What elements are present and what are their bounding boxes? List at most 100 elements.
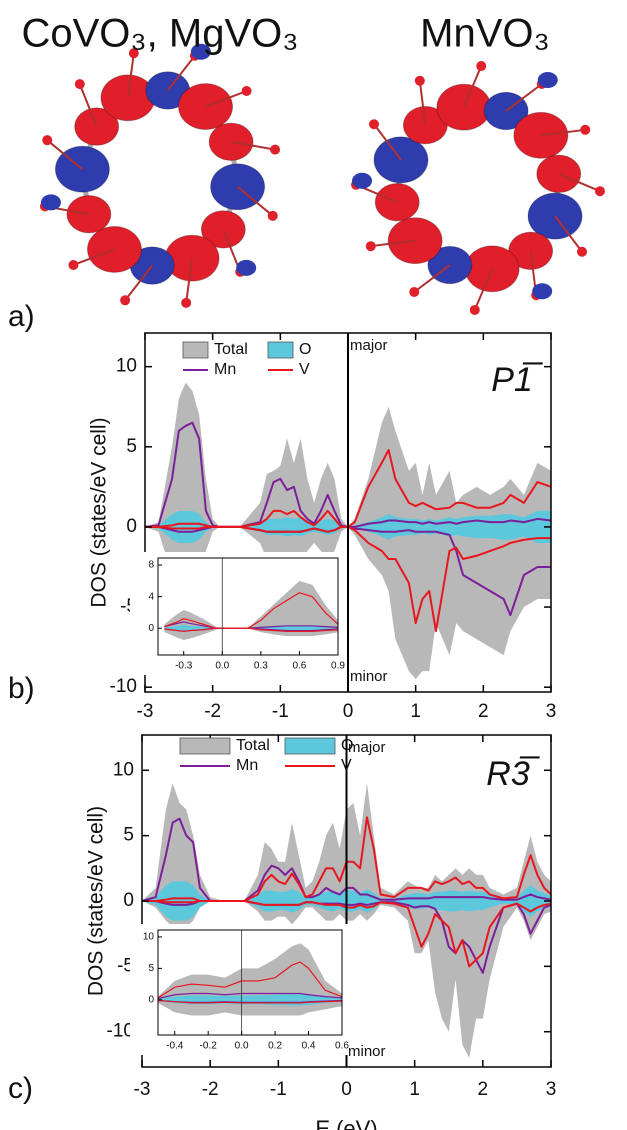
atom xyxy=(594,186,605,197)
legend-label: V xyxy=(299,361,310,378)
inset-x-tick-label: 0.2 xyxy=(268,1041,282,1052)
dos-line xyxy=(144,421,552,528)
x-tick-label: -2 xyxy=(204,701,221,722)
bond xyxy=(462,65,483,108)
x-tick-label: -2 xyxy=(202,1079,219,1100)
bond xyxy=(73,248,115,266)
atom xyxy=(580,124,591,135)
y-tick-label: 10 xyxy=(113,759,134,780)
inset-x-tick-label: 0.4 xyxy=(302,1041,316,1052)
x-tick-label: 3 xyxy=(546,1079,557,1100)
atom xyxy=(365,241,376,252)
inset-x-tick-label: 0.6 xyxy=(335,1041,349,1052)
bond xyxy=(205,90,247,108)
spin-note: minor xyxy=(348,1043,386,1060)
atom xyxy=(241,86,252,97)
panel-label: b) xyxy=(8,672,35,705)
x-axis-label: E (eV) xyxy=(315,1116,377,1130)
dos-line xyxy=(157,961,343,999)
inset-x-tick-label: -0.2 xyxy=(200,1041,218,1052)
atom xyxy=(577,246,588,257)
atom xyxy=(68,259,79,270)
dos-area xyxy=(145,526,551,680)
y-tick-label: 10 xyxy=(116,356,137,377)
bond xyxy=(126,53,135,98)
x-tick-label: 1 xyxy=(410,701,421,722)
orbital-lobe xyxy=(236,259,257,276)
atom xyxy=(409,287,420,298)
atom xyxy=(469,304,480,315)
bond xyxy=(558,172,601,193)
bond xyxy=(78,83,98,127)
x-tick-label: -3 xyxy=(134,1079,151,1100)
dos-area xyxy=(164,580,338,629)
space-group: R3̅ xyxy=(486,755,540,793)
bond xyxy=(166,55,196,92)
spin-note: major xyxy=(348,739,386,756)
y-tick-label: 5 xyxy=(123,825,134,846)
inset-y-tick-label: 4 xyxy=(148,591,154,602)
legend-label: Mn xyxy=(236,757,258,774)
spin-note: major xyxy=(350,337,388,354)
legend-swatch xyxy=(284,737,336,755)
orbital-lobe xyxy=(537,71,558,88)
bond xyxy=(554,215,583,253)
y-tick-label: -5 xyxy=(117,955,134,976)
bond xyxy=(230,140,276,151)
bond xyxy=(373,123,402,161)
x-tick-label: 2 xyxy=(478,701,489,722)
orbital-lobe xyxy=(532,283,553,300)
atom xyxy=(270,144,281,155)
dos-line xyxy=(157,992,343,1000)
inset-x-tick-label: 0.9 xyxy=(331,661,345,672)
dos-area xyxy=(145,382,551,527)
y-tick-label: 0 xyxy=(123,890,134,911)
inset-y-tick-label: 5 xyxy=(148,963,154,974)
atom xyxy=(476,61,487,72)
panel-title: CoVO₃, MgVO₃ xyxy=(21,12,298,56)
panel-title: MnVO₃ xyxy=(420,12,550,56)
inset-x-tick-label: -0.4 xyxy=(166,1041,184,1052)
orbital-lobe xyxy=(178,83,234,131)
inset-y-tick-label: 0 xyxy=(148,623,154,634)
inset-y-tick-label: 8 xyxy=(148,560,154,571)
inset-x-tick-label: 0.0 xyxy=(215,661,229,672)
legend-label: Total xyxy=(236,737,270,754)
bond xyxy=(418,80,427,126)
bond xyxy=(473,268,494,311)
bond xyxy=(505,83,543,112)
dos-area xyxy=(158,994,342,1000)
x-tick-label: 0 xyxy=(343,701,354,722)
inset-y-tick-label: 0 xyxy=(148,994,154,1005)
legend-label: O xyxy=(299,341,311,358)
panel-label: a) xyxy=(8,300,35,333)
inset-frame xyxy=(157,929,343,1036)
panel-label: c) xyxy=(8,1072,33,1105)
dos-area xyxy=(158,943,342,1000)
legend-swatch xyxy=(179,737,231,755)
bond xyxy=(185,258,194,303)
orbital-lobe xyxy=(190,43,211,60)
inset-x-tick-label: 0.3 xyxy=(254,661,268,672)
legend-label: Mn xyxy=(214,361,236,378)
dos-line xyxy=(164,627,339,632)
y-tick-label: 0 xyxy=(126,516,137,537)
x-tick-label: 3 xyxy=(546,701,557,722)
space-group: P1̅ xyxy=(491,361,544,399)
dos-line xyxy=(145,448,552,528)
legend-label: Total xyxy=(214,341,248,358)
dos-line xyxy=(142,900,552,968)
bond xyxy=(46,139,84,170)
inset-y-tick-label: 10 xyxy=(143,932,155,943)
inset-frame xyxy=(157,557,339,656)
inset-x-tick-label: 0.6 xyxy=(292,661,306,672)
x-tick-label: -1 xyxy=(270,1079,287,1100)
spin-note: minor xyxy=(350,668,388,685)
inset-x-tick-label: -0.3 xyxy=(175,661,193,672)
atom xyxy=(414,75,425,86)
bond xyxy=(124,264,154,301)
orbital-lobe xyxy=(352,172,373,189)
y-tick-label: -10 xyxy=(110,676,137,697)
y-axis-label: DOS (states/eV cell) xyxy=(88,417,111,607)
